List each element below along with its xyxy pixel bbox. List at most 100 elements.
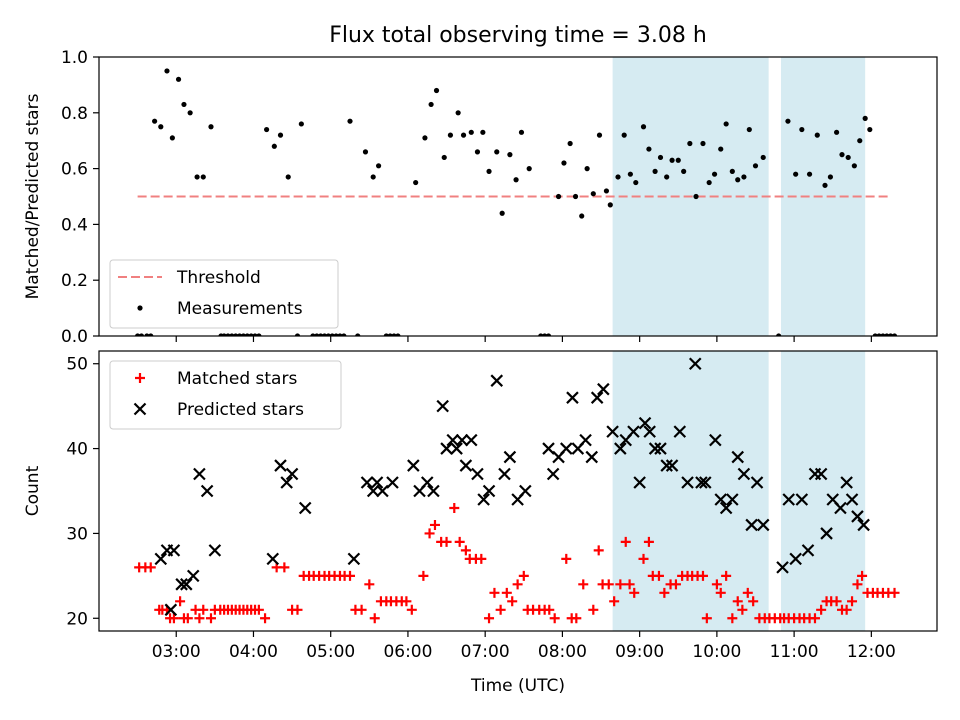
measurements-point (285, 174, 291, 180)
matched-stars-point (711, 579, 722, 590)
predicted-stars-point (519, 484, 532, 498)
matched-stars-point (609, 596, 620, 607)
measurements-point (341, 333, 347, 336)
y-tick-label: 1.0 (61, 48, 88, 68)
measurements-point (607, 202, 613, 208)
measurements-point (621, 132, 627, 138)
measurements-point (499, 210, 505, 216)
measurements-point (561, 160, 567, 166)
x-tick-label: 05:00 (306, 642, 355, 662)
legend-handle-measurements (137, 305, 143, 311)
measurements-point (494, 149, 500, 155)
predicted-stars-point (386, 476, 399, 489)
predicted-stars-point (482, 484, 496, 498)
predicted-stars-point (750, 476, 764, 489)
matched-stars-point (831, 596, 842, 607)
chart-title: Flux total observing time = 3.08 h (329, 23, 707, 48)
x-tick-label: 07:00 (461, 642, 510, 662)
predicted-stars-point (464, 433, 478, 447)
measurements-point (872, 333, 878, 336)
measurements-point (208, 124, 214, 130)
measurements-point (221, 333, 227, 336)
measurements-point (785, 118, 791, 124)
x-tick-label: 12:00 (847, 642, 896, 662)
measurements-point (657, 154, 664, 161)
y-tick-label: 30 (66, 524, 88, 544)
measurements-point (526, 166, 532, 172)
predicted-stars-point (709, 433, 722, 447)
measurements-point (233, 333, 239, 336)
predicted-stars-point (193, 467, 206, 481)
measurements-point (240, 333, 247, 336)
observing-interval-shade-0 (612, 351, 769, 631)
measurements-point (572, 193, 579, 200)
matched-stars-point (670, 579, 681, 590)
measurements-point (827, 174, 834, 180)
predicted-stars-point (440, 442, 453, 455)
measurements-point (152, 118, 158, 124)
matched-stars-point (889, 587, 900, 598)
measurements-point (822, 182, 828, 188)
matched-stars-point (742, 587, 753, 598)
predicted-stars-point (695, 476, 708, 489)
measurements-point (596, 132, 603, 138)
matched-stars-point (194, 613, 205, 624)
matched-stars-point (369, 613, 380, 624)
y-tick-label: 50 (66, 355, 88, 375)
matched-stars-point (857, 570, 868, 581)
measurements-point (474, 149, 481, 155)
matched-stars-point (715, 587, 726, 598)
predicted-stars-point (360, 476, 374, 489)
x-tick-label: 04:00 (229, 642, 278, 662)
measurements-point (433, 87, 440, 94)
predicted-stars-point (857, 518, 870, 532)
measurements-point (681, 168, 687, 174)
measurements-point (687, 140, 693, 147)
measurements-point (615, 174, 621, 180)
matched-stars-point (737, 604, 748, 615)
predicted-stars-point (274, 459, 287, 472)
predicted-stars-point (776, 561, 789, 574)
predicted-stars-point (186, 569, 200, 583)
matched-stars-point (168, 613, 179, 624)
measurements-point (513, 177, 519, 183)
measurements-point (229, 333, 235, 336)
y-tick-label: 0.2 (61, 271, 88, 291)
predicted-stars-point (266, 552, 280, 566)
matched-stars-point (624, 579, 635, 590)
predicted-stars-point (719, 501, 733, 515)
plot-frame (98, 350, 938, 632)
predicted-stars-point (699, 476, 712, 489)
matched-stars-point (260, 613, 271, 624)
matched-stars-point (198, 604, 209, 615)
measurements-point (718, 146, 724, 152)
measurements-point (370, 174, 376, 180)
matched-stars-point (145, 562, 156, 573)
predicted-stars-point (366, 484, 380, 498)
measurements-point (652, 168, 658, 174)
measurements-point (627, 171, 633, 177)
predicted-stars-point (688, 357, 702, 371)
predicted-stars-point (164, 603, 178, 617)
predicted-stars-point (477, 493, 490, 506)
legend-box (109, 360, 342, 430)
predicted-stars-point (542, 442, 555, 455)
measurements-point (135, 333, 141, 336)
matched-stars-point (460, 545, 471, 556)
measurements-point (264, 126, 270, 133)
predicted-stars-point (566, 391, 579, 404)
predicted-stars-point (459, 459, 473, 472)
measurements-point (387, 333, 393, 336)
predicted-stars-point (167, 544, 181, 557)
matched-stars-point (809, 613, 820, 624)
measurements-point (333, 333, 339, 336)
measurements-point (584, 166, 590, 172)
matched-stars-point (615, 579, 626, 590)
matched-stars-point (748, 596, 759, 607)
matched-stars-point (476, 553, 487, 564)
predicted-stars-point (559, 442, 573, 455)
measurements-point (148, 333, 154, 336)
predicted-stars-point (208, 544, 222, 557)
measurements-point (460, 132, 467, 138)
